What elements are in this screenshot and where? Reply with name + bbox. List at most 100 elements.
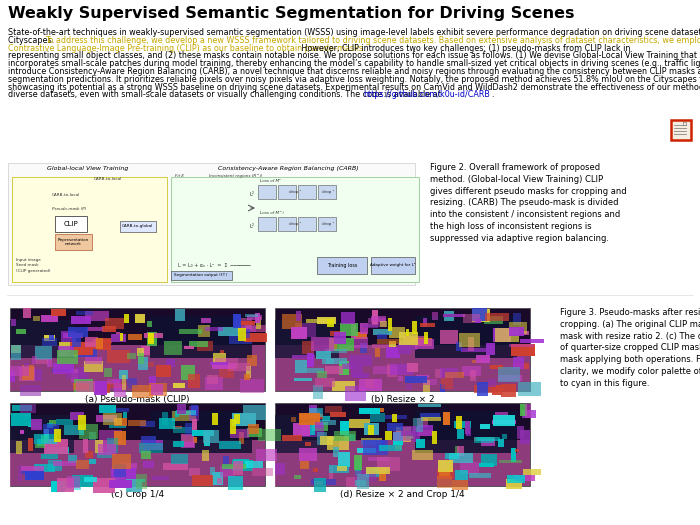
Bar [296, 311, 300, 321]
Bar [97, 453, 112, 458]
Bar [357, 474, 370, 489]
Bar [484, 316, 503, 323]
Bar [11, 345, 21, 353]
Bar [171, 177, 419, 282]
Bar [201, 318, 211, 323]
Bar [340, 361, 349, 375]
Bar [435, 369, 442, 377]
Bar [309, 405, 317, 413]
Bar [116, 332, 120, 336]
Bar [207, 375, 218, 384]
Bar [177, 184, 181, 189]
Bar [52, 369, 74, 372]
Text: Figure 2. Overall framework of proposed
method. (Global-local View Training) CLI: Figure 2. Overall framework of proposed … [430, 163, 626, 243]
Bar [183, 251, 188, 255]
Bar [282, 435, 302, 441]
Text: L²: L² [249, 225, 255, 229]
Bar [66, 373, 89, 379]
Bar [506, 479, 522, 489]
Bar [228, 476, 244, 489]
Bar [185, 222, 191, 224]
Bar [520, 339, 544, 343]
Bar [214, 254, 218, 257]
Bar [135, 313, 145, 323]
Bar [216, 358, 237, 369]
Bar [149, 376, 156, 384]
Bar [192, 214, 196, 218]
Bar [275, 308, 530, 391]
Bar [312, 337, 333, 351]
Text: segmentation predictions. It prioritizes reliable pixels over noisy pixels via a: segmentation predictions. It prioritizes… [8, 75, 700, 84]
Bar [502, 434, 507, 439]
Bar [509, 328, 524, 336]
Bar [176, 410, 196, 415]
Bar [314, 468, 318, 471]
Bar [85, 356, 102, 364]
Bar [105, 318, 124, 329]
Bar [11, 345, 21, 360]
Bar [406, 384, 412, 390]
Bar [330, 331, 345, 336]
Bar [438, 476, 452, 488]
Text: Global-local View Training: Global-local View Training [48, 166, 129, 171]
Text: CLIP: CLIP [64, 221, 78, 227]
Bar [372, 310, 378, 326]
Bar [107, 350, 130, 363]
Bar [389, 327, 405, 338]
Bar [103, 413, 122, 425]
Bar [57, 350, 78, 364]
Bar [246, 355, 257, 366]
Bar [68, 455, 77, 463]
Text: Inconsistent regions (R^i): Inconsistent regions (R^i) [209, 174, 262, 178]
Bar [372, 344, 389, 349]
Bar [189, 406, 199, 421]
Bar [220, 466, 234, 477]
Bar [498, 367, 520, 382]
Bar [474, 385, 494, 393]
Bar [291, 417, 296, 422]
Bar [314, 478, 326, 492]
Bar [477, 382, 488, 396]
Text: CARB-to-global: CARB-to-global [121, 224, 153, 228]
Bar [508, 475, 526, 483]
Bar [399, 332, 418, 345]
Bar [412, 321, 417, 334]
Bar [230, 223, 236, 226]
Bar [43, 425, 60, 434]
Text: Adaptive weight for L²: Adaptive weight for L² [370, 263, 416, 267]
Bar [375, 441, 384, 450]
Bar [393, 431, 415, 441]
Bar [227, 182, 232, 186]
FancyBboxPatch shape [318, 216, 335, 230]
Bar [162, 412, 168, 425]
Bar [99, 187, 103, 193]
Bar [354, 332, 368, 339]
Bar [406, 329, 410, 336]
Text: drop ¹: drop ¹ [322, 190, 334, 194]
Bar [175, 411, 179, 416]
Bar [432, 431, 437, 444]
Bar [416, 438, 425, 448]
Bar [212, 363, 236, 369]
Bar [10, 345, 265, 391]
Bar [332, 381, 354, 391]
Bar [325, 366, 343, 373]
Bar [310, 421, 315, 435]
Bar [218, 327, 239, 335]
Bar [150, 316, 252, 358]
Bar [373, 366, 398, 374]
Bar [108, 438, 118, 453]
Bar [57, 478, 74, 492]
Bar [13, 405, 32, 412]
Bar [35, 444, 45, 448]
Bar [318, 421, 337, 425]
Bar [186, 262, 193, 266]
Bar [47, 423, 53, 428]
Bar [188, 221, 197, 223]
Bar [309, 408, 323, 416]
Bar [338, 452, 351, 467]
Bar [24, 363, 29, 367]
Bar [366, 467, 390, 474]
Bar [349, 419, 370, 428]
Bar [398, 375, 402, 381]
